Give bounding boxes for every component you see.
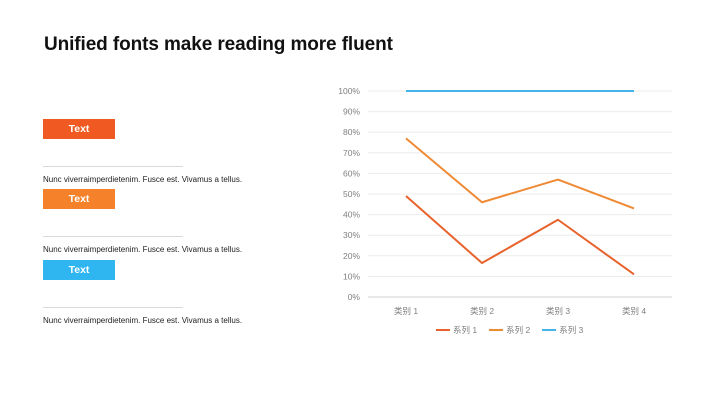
legend-swatch	[489, 329, 504, 331]
text-block-1: Text here Nunc viverraimperdietenim. Fus…	[43, 119, 273, 184]
x-tick-label: 类别 1	[394, 306, 418, 316]
y-tick-label: 100%	[338, 86, 360, 96]
description-3: Nunc viverraimperdietenim. Fusce est. Vi…	[43, 316, 243, 325]
text-badge-3: Text here	[43, 260, 115, 296]
divider-2	[43, 236, 183, 237]
divider-1	[43, 166, 183, 167]
y-tick-label: 30%	[343, 230, 360, 240]
y-tick-label: 0%	[348, 292, 361, 302]
y-tick-label: 90%	[343, 107, 360, 117]
x-tick-label: 类别 4	[622, 306, 646, 316]
text-block-2: Text here Nunc viverraimperdietenim. Fus…	[43, 189, 273, 254]
y-tick-label: 40%	[343, 210, 360, 220]
legend-swatch	[542, 329, 557, 331]
legend-item-2: 系列 2	[489, 324, 530, 336]
y-tick-label: 50%	[343, 189, 360, 199]
line-chart: 0% 10% 20% 30% 40% 50% 60% 70% 80% 90% 100% 类别 1 类别 …	[338, 86, 672, 316]
chart-legend: 系列 1 系列 2 系列 3	[436, 324, 583, 336]
legend-label: 系列 3	[559, 325, 584, 335]
y-tick-label: 10%	[343, 271, 360, 281]
legend-swatch	[436, 329, 450, 331]
text-block-3: Text here Nunc viverraimperdietenim. Fus…	[43, 260, 273, 325]
description-1: Nunc viverraimperdietenim. Fusce est. Vi…	[43, 175, 243, 184]
x-tick-label: 类别 3	[546, 306, 570, 316]
divider-3	[43, 307, 183, 308]
y-tick-label: 70%	[343, 148, 360, 158]
description-2: Nunc viverraimperdietenim. Fusce est. Vi…	[43, 245, 243, 254]
slide-title: Unified fonts make reading more fluent	[44, 34, 393, 55]
series-line-1	[405, 195, 635, 276]
x-tick-label: 类别 2	[470, 306, 494, 316]
y-tick-label: 80%	[343, 127, 360, 137]
legend-label: 系列 2	[506, 325, 531, 335]
legend-label: 系列 1	[453, 325, 478, 335]
y-tick-label: 60%	[343, 168, 360, 178]
series-line-2	[405, 137, 635, 210]
text-badge-1: Text here	[43, 119, 115, 155]
text-badge-2: Text here	[43, 189, 115, 225]
legend-item-1: 系列 1	[436, 324, 477, 336]
legend-item-3: 系列 3	[542, 324, 583, 336]
y-tick-label: 20%	[343, 251, 360, 261]
